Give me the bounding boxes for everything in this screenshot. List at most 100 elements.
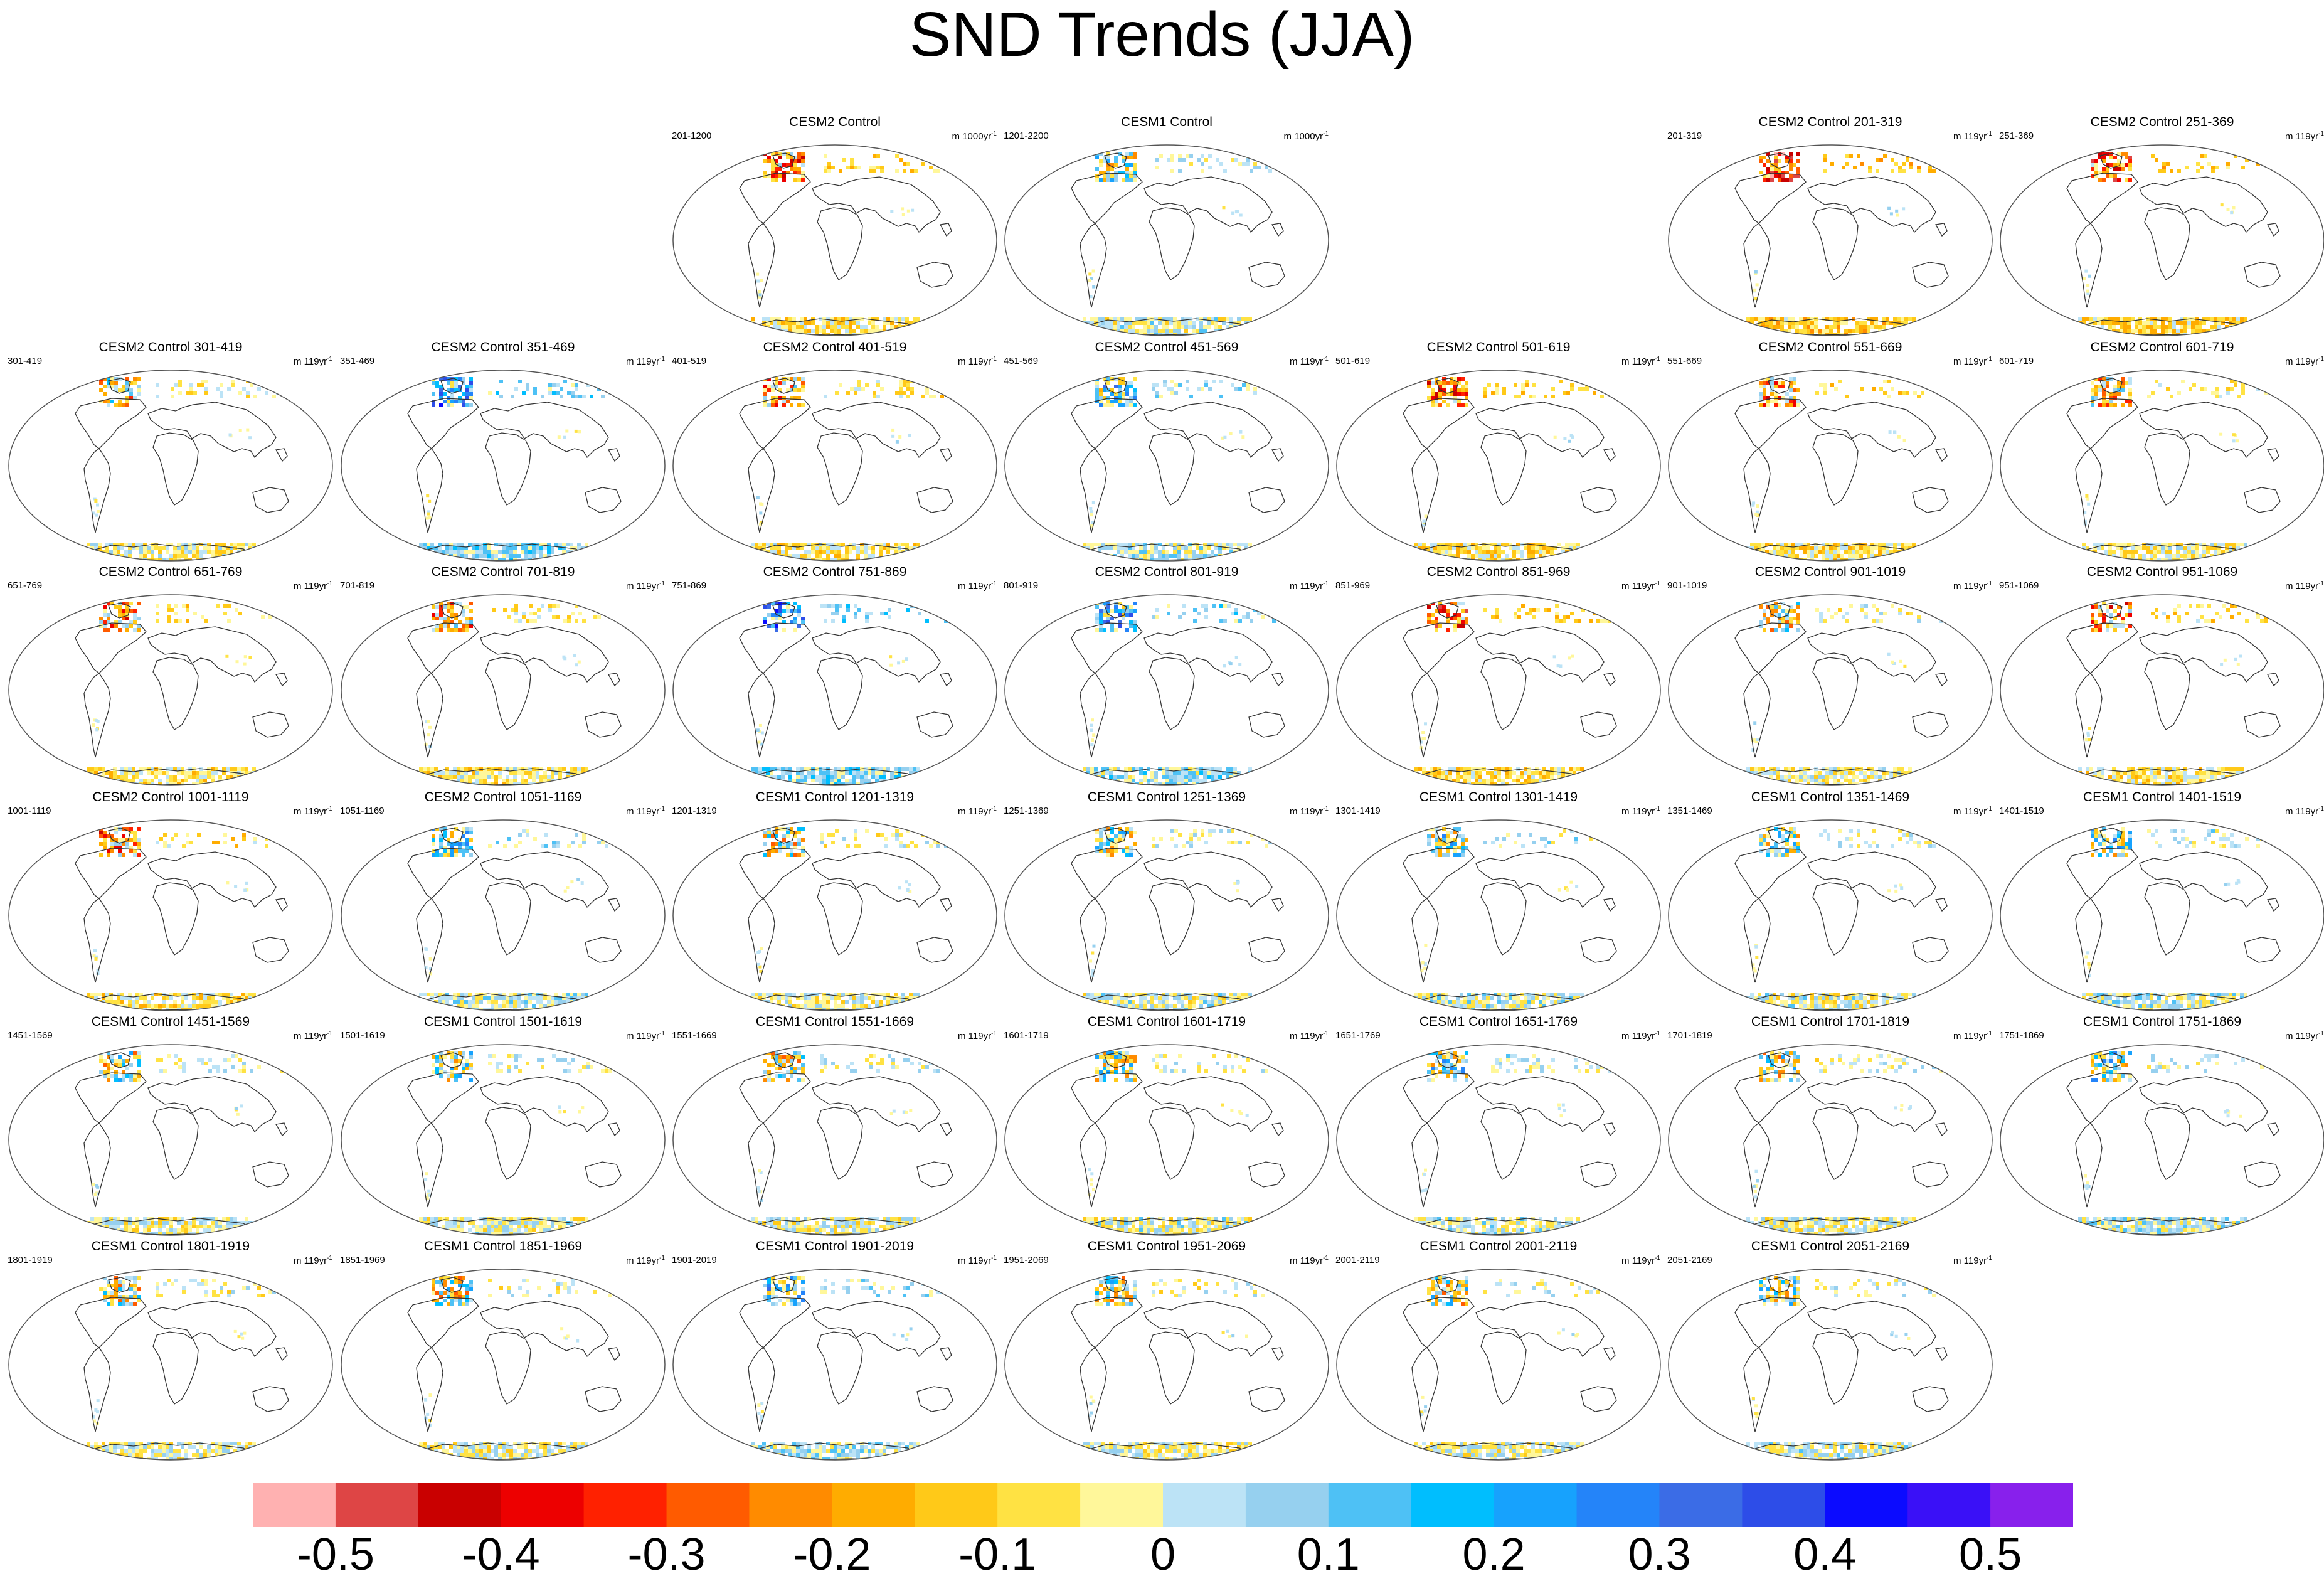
trend-cell [491,562,494,563]
trend-cell [1810,550,1814,554]
trend-cell [506,562,509,563]
trend-cell [1094,333,1098,336]
trend-cell [513,767,517,771]
trend-cell [186,391,189,395]
trend-cell [1906,391,1909,395]
trend-cell [1237,546,1241,550]
trend-cell [581,779,585,782]
trend-cell [1229,786,1233,787]
trend-cell [453,775,457,779]
trend-cell [826,550,830,554]
trend-cell [1207,546,1211,550]
trend-cell [513,786,517,787]
trend-cell [1461,388,1465,392]
trend-cell [875,317,879,321]
trend-cell [1169,775,1173,779]
trend-cell [1113,546,1117,550]
trend-cell [790,385,793,388]
trend-cell [166,775,169,779]
trend-cell [1099,388,1103,392]
trend-cell [766,558,770,561]
trend-cell [2113,392,2117,396]
trend-cell [1840,543,1844,546]
trend-cell [237,554,241,558]
trend-cell [834,786,837,787]
trend-cell [103,605,107,609]
trend-cell [1207,775,1211,779]
trend-cell [1244,550,1248,554]
trend-cell [1139,543,1143,546]
trend-cell [177,767,181,771]
trend-cell [1105,771,1109,775]
trend-cell [797,403,801,407]
trend-cell [822,771,826,775]
trend-cell [2091,381,2094,385]
trend-cell [871,554,875,558]
trend-cell [2121,381,2125,385]
trend-cell [1457,377,1461,381]
trend-cell [1239,430,1243,434]
trend-cell [2101,333,2104,336]
trend-cell [265,391,268,395]
trend-cell [143,786,147,787]
trend-cell [2202,333,2206,336]
trend-cell [898,543,901,546]
trend-cell [585,543,588,546]
trend-cell [162,562,166,563]
trend-cell [487,543,491,546]
trend-cell [513,558,517,561]
trend-cell [1118,403,1122,407]
trend-cell [2142,562,2146,563]
trend-cell [830,317,834,321]
trend-cell [792,562,796,563]
trend-cell [253,395,257,398]
trend-cell [1143,562,1147,563]
trend-cell [566,782,570,785]
trend-cell [612,391,616,395]
trend-cell [1441,546,1445,550]
trend-cell [458,385,462,388]
trend-cell [801,617,805,620]
trend-cell [547,786,551,787]
trend-cell [571,612,575,615]
trend-cell [2183,562,2187,563]
robinson-map [8,594,333,787]
trend-cell [1165,771,1169,775]
trend-cell [1833,543,1837,546]
trend-cell [1125,381,1129,385]
trend-cell [1799,317,1803,321]
trend-cell [570,543,573,546]
trend-cell [573,779,577,782]
trend-cell [1199,546,1203,550]
trend-cell [1891,158,1894,162]
trend-cell [886,562,890,563]
trend-cell [151,562,154,563]
trend-cell [487,782,491,785]
trend-cell [465,605,469,609]
trend-cell [2120,329,2123,333]
trend-cell [483,546,487,550]
trend-cell [129,620,133,624]
trend-cell [2244,329,2247,333]
trend-cell [1095,392,1099,396]
trend-cell [2187,546,2191,550]
trend-cell [1550,558,1554,561]
trend-cell [905,554,909,558]
trend-cell [2241,166,2245,169]
trend-cell [1848,336,1852,338]
trend-cell [807,554,811,558]
trend-cell [1870,550,1874,554]
trend-cell [1867,554,1870,558]
trend-cell [453,554,457,558]
trend-cell [532,550,536,554]
trend-cell [498,562,502,563]
trend-cell [1090,277,1093,280]
trend-cell [506,779,509,782]
trend-cell [762,767,766,771]
trend-cell [2078,562,2082,563]
trend-cell [800,325,804,329]
trend-cell [2226,162,2230,166]
trend-cell [2195,336,2199,338]
trend-cell [1501,562,1505,563]
trend-cell [1109,317,1113,321]
